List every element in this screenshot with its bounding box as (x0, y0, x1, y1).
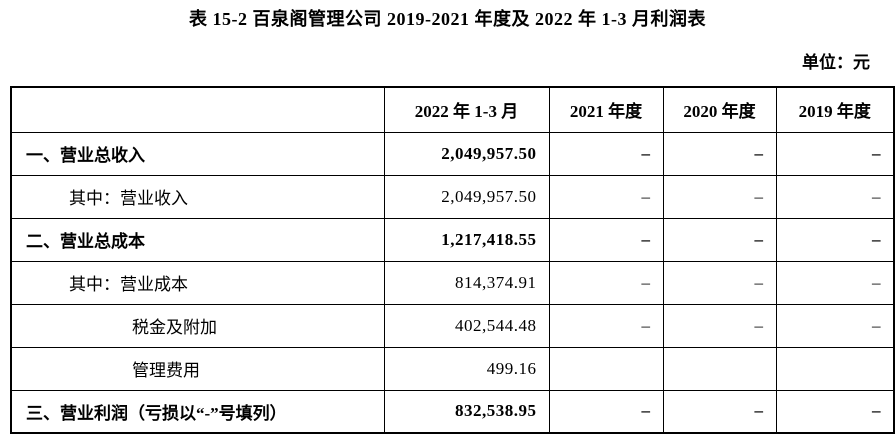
value-2019: – (775, 217, 895, 262)
table-row-admin-expenses: 管理费用 499.16 (10, 346, 895, 391)
value-2020: – (662, 260, 777, 305)
page-title: 表 15-2 百泉阁管理公司 2019-2021 年度及 2022 年 1-3 … (189, 9, 706, 29)
column-header-2021: 2021 年度 (548, 86, 664, 133)
value-2022: 499.16 (383, 346, 550, 391)
value-2022: 832,538.95 (383, 389, 550, 434)
row-label: 其中：营业成本 (10, 260, 385, 305)
value-2021: – (548, 303, 664, 348)
unit-label: 单位：元 (802, 53, 870, 72)
value-2020: – (662, 389, 777, 434)
value-2019: – (775, 260, 895, 305)
value-2021: – (548, 131, 664, 176)
profit-statement-table: 2022 年 1-3 月 2021 年度 2020 年度 2019 年度 一、营… (10, 86, 895, 434)
value-2022: 2,049,957.50 (383, 131, 550, 176)
value-2020: – (662, 131, 777, 176)
table-row-taxes-surcharges: 税金及附加 402,544.48 – – – (10, 303, 895, 348)
table-row-operating-cost: 其中：营业成本 814,374.91 – – – (10, 260, 895, 305)
header-row: 2022 年 1-3 月 2021 年度 2020 年度 2019 年度 (10, 86, 895, 133)
value-2020: – (662, 174, 777, 219)
row-label: 一、营业总收入 (10, 131, 385, 176)
value-2019: – (775, 389, 895, 434)
column-header-2019: 2019 年度 (775, 86, 895, 133)
value-2021: – (548, 174, 664, 219)
value-2022: 1,217,418.55 (383, 217, 550, 262)
row-label: 税金及附加 (10, 303, 385, 348)
value-2019: – (775, 131, 895, 176)
value-2019: – (775, 303, 895, 348)
row-label: 三、营业利润（亏损以“-”号填列） (10, 389, 385, 434)
column-header-2022-q1: 2022 年 1-3 月 (383, 86, 550, 133)
value-2022: 814,374.91 (383, 260, 550, 305)
value-2019 (775, 346, 895, 391)
table-row-total-cost: 二、营业总成本 1,217,418.55 – – – (10, 217, 895, 262)
value-2020: – (662, 303, 777, 348)
table-row-total-revenue: 一、营业总收入 2,049,957.50 – – – (10, 131, 895, 176)
row-label: 二、营业总成本 (10, 217, 385, 262)
value-2022: 402,544.48 (383, 303, 550, 348)
value-2021: – (548, 389, 664, 434)
row-label: 其中：营业收入 (10, 174, 385, 219)
column-header-2020: 2020 年度 (662, 86, 777, 133)
table-row-operating-profit: 三、营业利润（亏损以“-”号填列） 832,538.95 – – – (10, 389, 895, 434)
value-2020: – (662, 217, 777, 262)
value-2022: 2,049,957.50 (383, 174, 550, 219)
value-2021: – (548, 217, 664, 262)
table-row-operating-revenue: 其中：营业收入 2,049,957.50 – – – (10, 174, 895, 219)
row-label: 管理费用 (10, 346, 385, 391)
column-header-item (10, 86, 385, 133)
value-2021 (548, 346, 664, 391)
value-2021: – (548, 260, 664, 305)
value-2019: – (775, 174, 895, 219)
value-2020 (662, 346, 777, 391)
